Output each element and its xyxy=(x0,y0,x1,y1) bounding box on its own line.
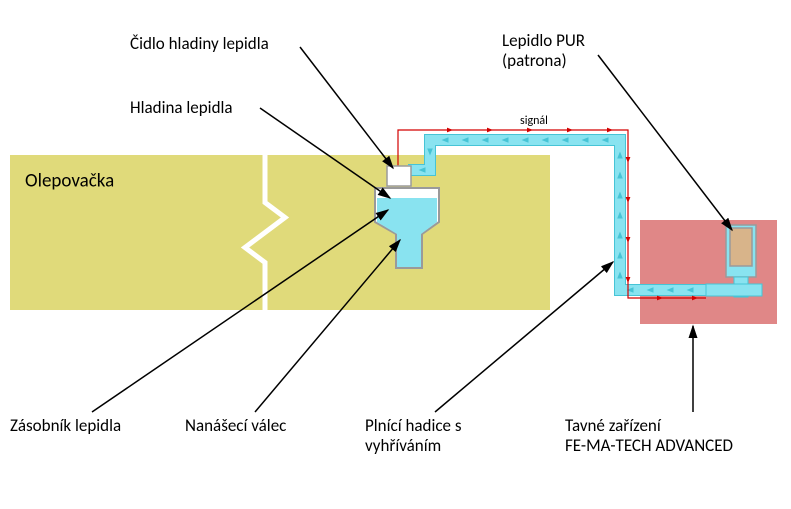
flow-arrow xyxy=(567,128,573,133)
flow-arrow xyxy=(527,128,533,133)
callout-line-sensor xyxy=(300,47,393,168)
label-hose-1: Plnící hadice s xyxy=(365,415,462,436)
flow-arrow xyxy=(626,197,631,203)
label-hose-2: vyhříváním xyxy=(365,435,441,456)
label-pur-2: (patrona) xyxy=(502,50,567,71)
label-melter-2: FE-MA-TECH ADVANCED xyxy=(565,435,733,456)
label-olepovacka: Olepovačka xyxy=(25,170,114,193)
flow-arrow xyxy=(487,128,493,133)
diagram-canvas: Čidlo hladiny lepidla Hladina lepidla Lepi… xyxy=(0,0,791,509)
label-roller: Nanášecí válec xyxy=(185,415,286,436)
flow-arrow xyxy=(626,157,631,163)
label-pur-1: Lepidlo PUR xyxy=(502,30,585,51)
label-melter-1: Tavné zařízení xyxy=(565,415,662,436)
label-sensor: Čidlo hladiny lepidla xyxy=(130,33,269,54)
label-reservoir: Zásobník lepidla xyxy=(10,415,121,436)
flow-arrow xyxy=(447,128,453,133)
label-level: Hladina lepidla xyxy=(130,97,233,118)
flow-arrow xyxy=(626,237,631,243)
pur-cartridge xyxy=(730,228,752,266)
flow-arrow xyxy=(607,128,613,133)
level-sensor xyxy=(387,166,411,186)
flow-arrow xyxy=(626,277,631,283)
label-signal: signál xyxy=(520,114,548,128)
melter-tee-h xyxy=(706,284,762,296)
